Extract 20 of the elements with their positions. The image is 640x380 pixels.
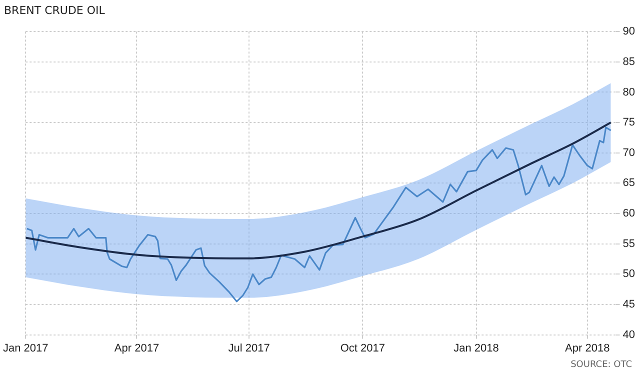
x-tick-label: Jan 2018 [454, 342, 499, 354]
chart-title: BRENT CRUDE OIL [4, 4, 105, 17]
y-tick-label: 85 [622, 56, 636, 68]
x-tick-label: Oct 2017 [340, 342, 385, 354]
x-tick-label: Jan 2017 [3, 342, 48, 354]
y-tick-label: 90 [622, 26, 636, 38]
y-tick-label: 65 [622, 177, 636, 190]
y-tick-label: 40 [622, 328, 636, 341]
x-tick-label: Apr 2018 [565, 342, 610, 354]
y-tick-label: 55 [622, 238, 636, 250]
y-tick-label: 75 [622, 116, 636, 129]
y-tick-label: 70 [622, 146, 636, 159]
y-tick-label: 60 [622, 208, 636, 220]
source-note: SOURCE: OTC [570, 360, 632, 370]
y-tick-label: 45 [622, 298, 636, 311]
y-tick-label: 50 [622, 268, 636, 280]
line-series [26, 122, 612, 260]
y-tick-label: 80 [622, 86, 636, 98]
x-tick-label: Jul 2017 [228, 342, 270, 354]
x-tick-label: Apr 2017 [114, 342, 160, 354]
